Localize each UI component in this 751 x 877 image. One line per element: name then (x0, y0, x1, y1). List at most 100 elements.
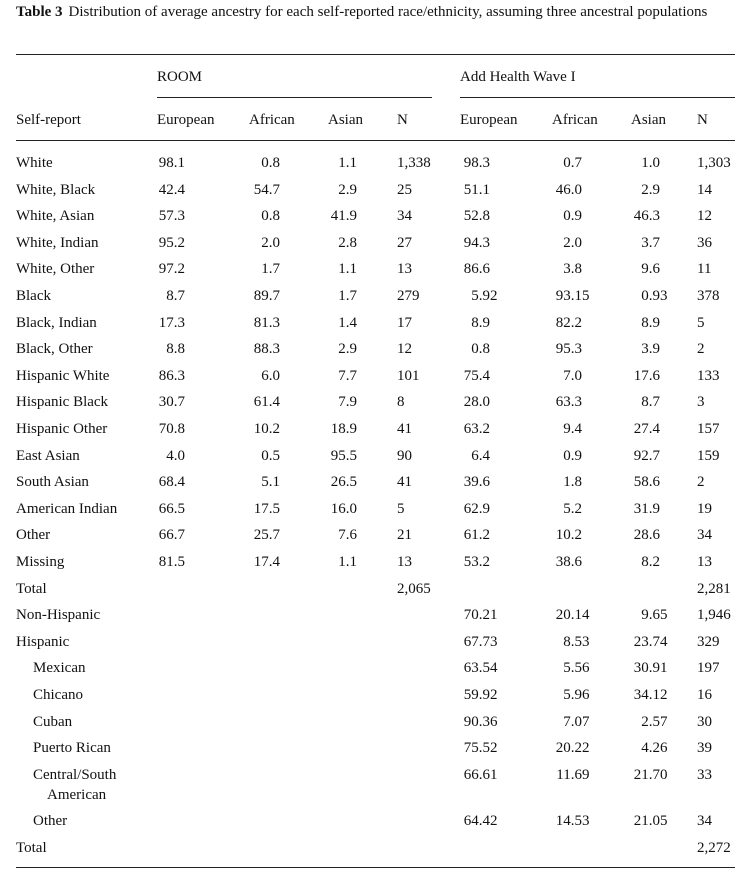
cell: 1.1 (338, 261, 357, 278)
cell: 3 (697, 394, 705, 411)
row-label: Puerto Rican (33, 740, 111, 757)
cell: 61.4 (253, 394, 280, 411)
cell: 10.2 (555, 527, 582, 544)
cell: 14 (697, 181, 712, 198)
cell: 34.12 (633, 687, 668, 703)
cell: 12 (697, 208, 712, 225)
cell: 31.9 (633, 500, 660, 517)
row-label: Non-Hispanic (16, 607, 101, 624)
column-header: African (552, 112, 598, 128)
column-header: European (460, 112, 518, 128)
cell: 16 (697, 687, 712, 703)
top-rule (16, 54, 735, 55)
cell: 1.7 (338, 288, 357, 304)
row-label: Hispanic Other (16, 421, 108, 437)
cell: 279 (397, 288, 420, 304)
row-label: Total (16, 840, 47, 856)
cell: 9.4 (563, 421, 582, 437)
cell: 1.1 (338, 155, 357, 171)
cell: 329 (697, 633, 720, 650)
cell: 30.7 (158, 394, 185, 411)
cell: 0.8 (261, 155, 280, 171)
cell: 94.3 (463, 234, 490, 251)
cell: 52.8 (463, 208, 490, 225)
cell: 75.52 (463, 740, 498, 757)
cell: 92.7 (633, 447, 660, 464)
cell: 39.6 (463, 474, 490, 491)
cell: 1.0 (641, 155, 660, 171)
cell: 33 (697, 766, 712, 783)
cell: 7.6 (338, 527, 357, 544)
cell: 70.21 (463, 607, 498, 624)
row-label: American Indian (16, 500, 118, 517)
cell: 13 (697, 554, 712, 570)
cell: 2.9 (338, 181, 357, 198)
row-label: East Asian (16, 447, 80, 464)
column-header: Asian (328, 112, 363, 128)
row-label: Total (16, 580, 47, 597)
row-label: Black (16, 288, 51, 304)
cell: 23.74 (633, 633, 668, 650)
cell: 2.0 (563, 234, 582, 251)
cell: 0.9 (563, 447, 582, 464)
cell: 0.5 (261, 447, 280, 464)
cell: 46.3 (633, 208, 660, 225)
cell: 1,338 (397, 155, 431, 171)
cell: 20.14 (555, 607, 590, 624)
cell: 66.7 (158, 527, 185, 544)
cell: 98.3 (463, 155, 490, 171)
cell: 5.1 (261, 474, 280, 491)
cell: 63.2 (463, 421, 490, 437)
row-label: Hispanic Black (16, 394, 109, 411)
cell: 7.9 (338, 394, 357, 411)
cell: 93.15 (555, 288, 590, 304)
row-label: White, Other (16, 261, 95, 278)
group-rule (157, 97, 432, 98)
row-label: White, Black (16, 181, 96, 198)
cell: 41 (397, 474, 412, 491)
cell: 58.6 (633, 474, 660, 491)
row-label: Cuban (33, 713, 73, 730)
cell: 2.9 (338, 341, 357, 358)
cell: 8.7 (641, 394, 660, 411)
cell: 25.7 (253, 527, 280, 544)
cell: 4.0 (166, 447, 185, 464)
cell: 0.8 (471, 341, 490, 358)
row-label: South Asian (16, 474, 89, 491)
cell: 34 (397, 208, 412, 225)
cell: 1.8 (563, 474, 582, 491)
cell: 1,303 (697, 155, 731, 171)
cell: 51.1 (463, 181, 490, 198)
cell: 19 (697, 500, 712, 517)
cell: 1.4 (338, 314, 357, 331)
cell: 8.53 (563, 633, 590, 650)
cell: 41.9 (330, 208, 357, 225)
cell: 98.1 (158, 155, 185, 171)
cell: 8.9 (471, 314, 490, 331)
cell: 42.4 (158, 181, 185, 198)
cell: 34 (697, 527, 712, 544)
cell: 30.91 (633, 660, 668, 677)
cell: 81.3 (253, 314, 280, 331)
cell: 2.9 (641, 181, 660, 198)
cell: 67.73 (463, 633, 498, 650)
cell: 9.65 (641, 607, 668, 624)
cell: 5.56 (563, 660, 590, 677)
cell: 11.69 (556, 766, 590, 783)
cell: 86.6 (463, 261, 490, 278)
cell: 90 (397, 447, 412, 464)
row-label: Black, Indian (16, 314, 97, 331)
cell: 59.92 (463, 687, 498, 703)
cell: 0.9 (563, 208, 582, 225)
cell: 5.92 (471, 288, 498, 304)
cell: 66.5 (158, 500, 185, 517)
cell: 63.3 (555, 394, 582, 411)
cell: 21.70 (633, 766, 668, 783)
column-header: Asian (631, 112, 666, 128)
cell: 53.2 (463, 554, 490, 570)
row-label: Chicano (33, 687, 83, 703)
cell: 62.9 (463, 500, 490, 517)
cell: 14.53 (555, 813, 590, 830)
cell: 0.7 (563, 155, 582, 171)
